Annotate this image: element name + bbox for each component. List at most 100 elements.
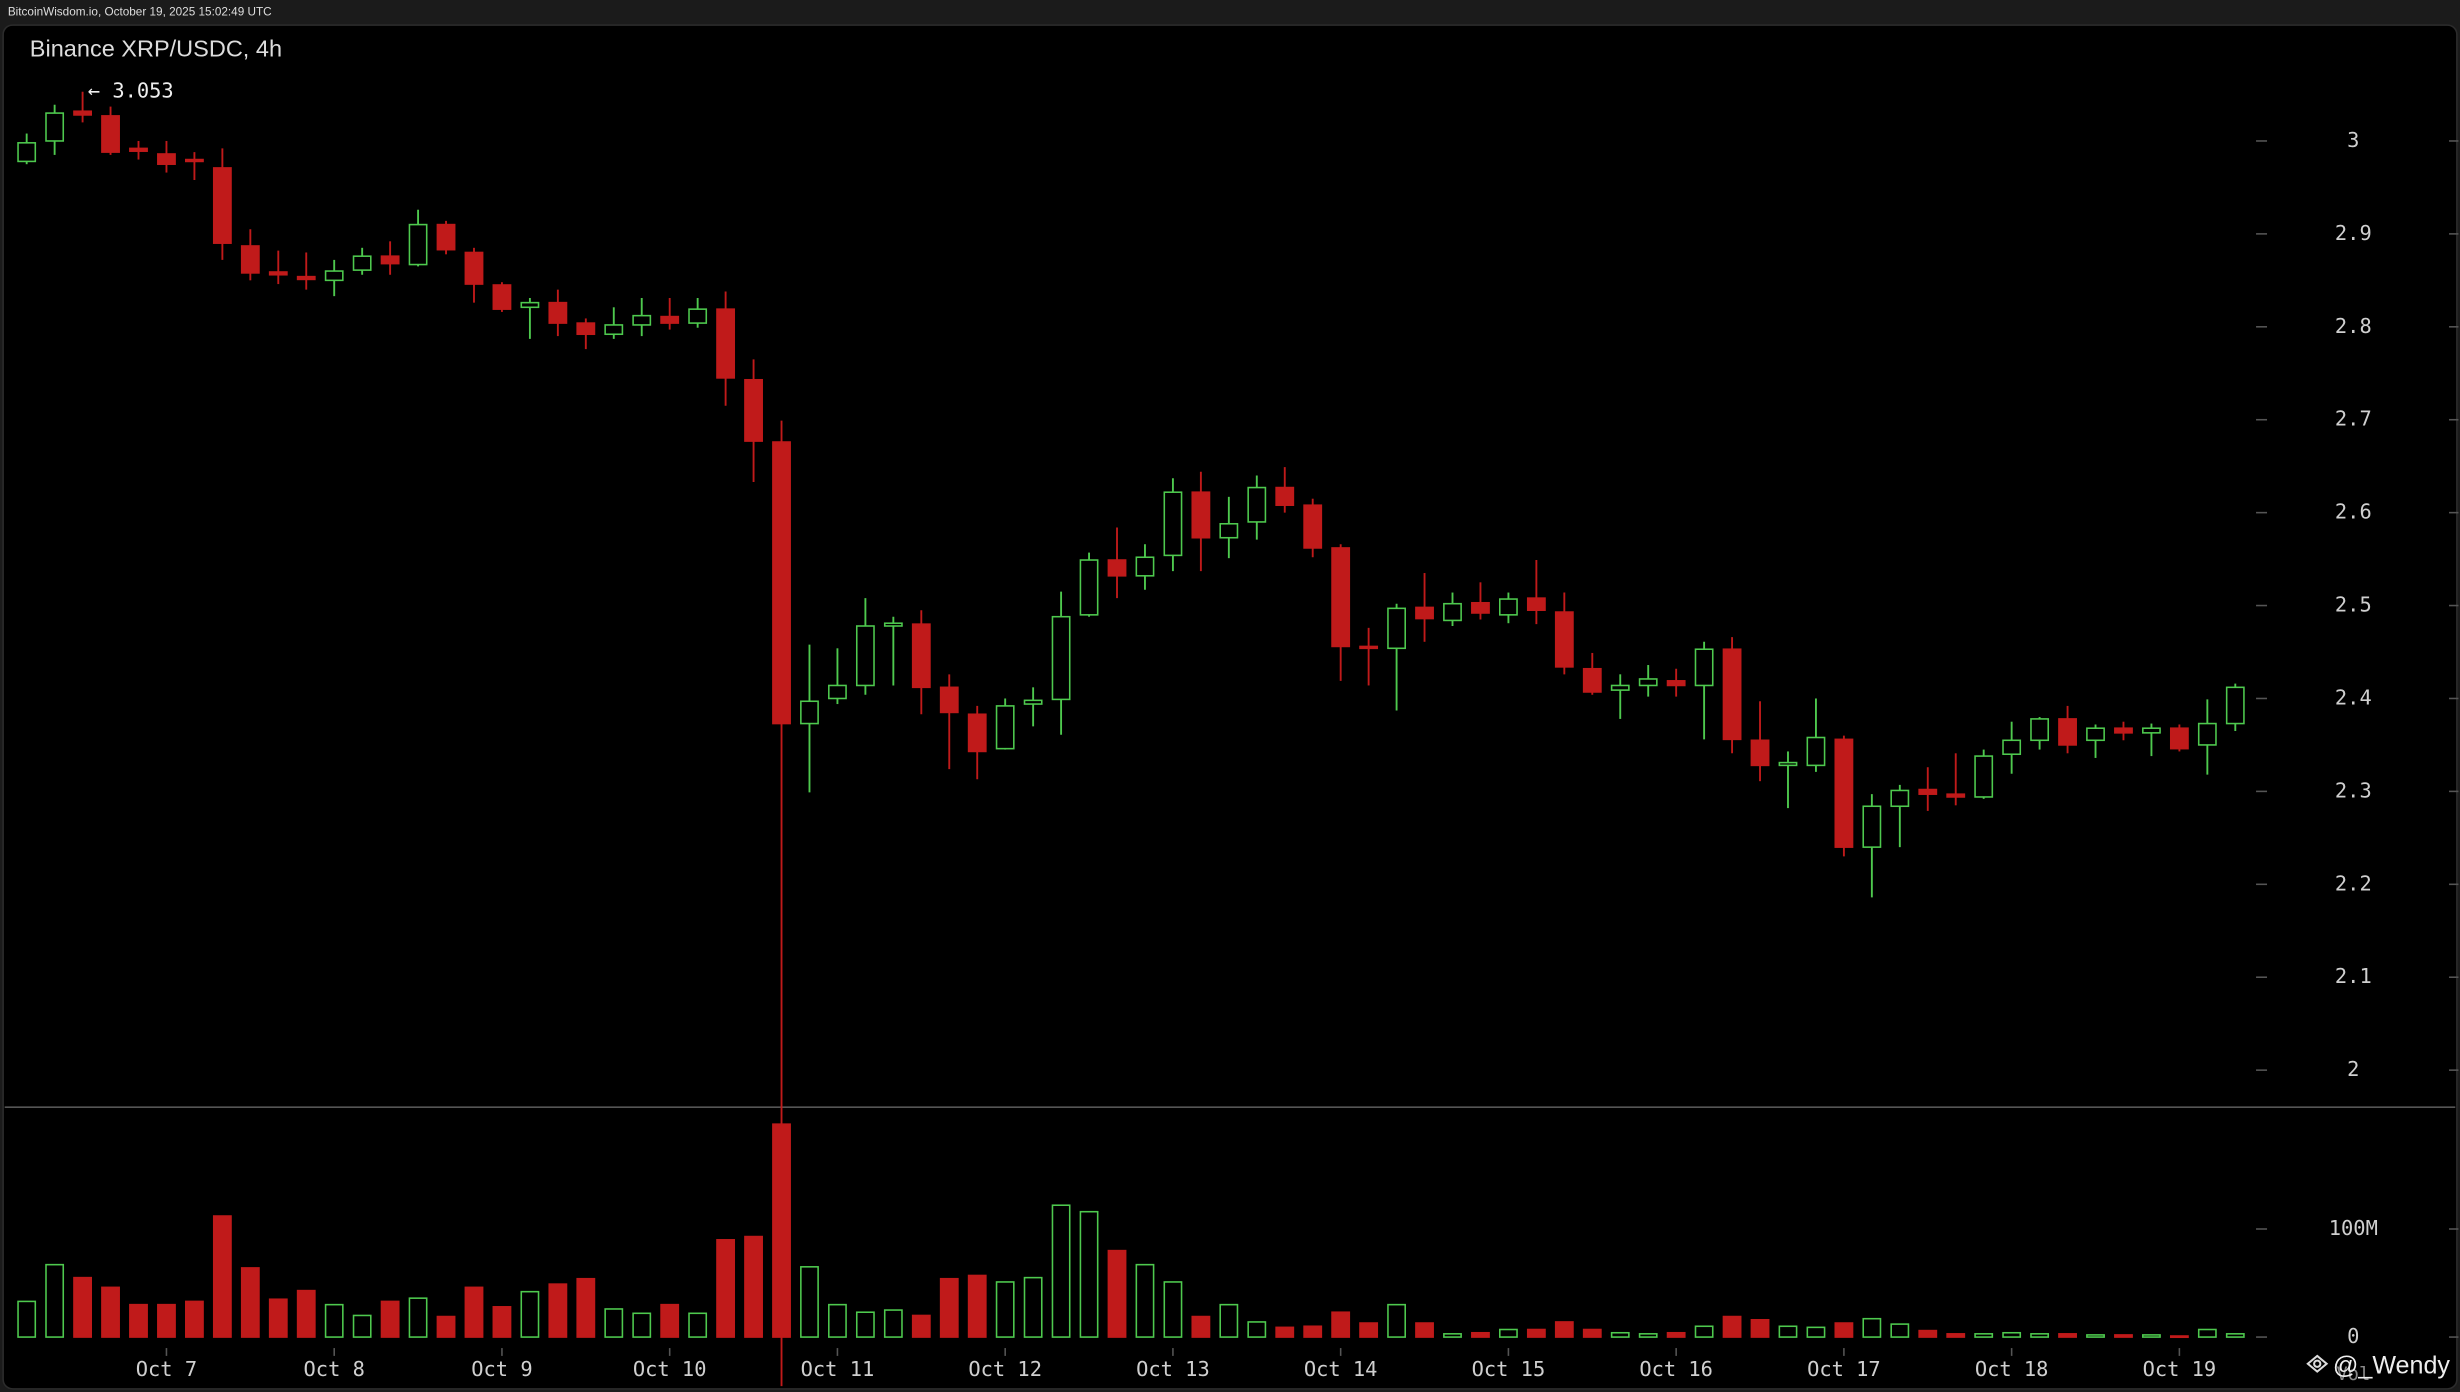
candle-body	[911, 623, 931, 689]
candle-body	[185, 158, 204, 163]
candle-body	[1219, 523, 1239, 539]
volume-bar	[1023, 1276, 1043, 1338]
volume-bar	[185, 1300, 204, 1338]
volume-bar	[855, 1311, 875, 1338]
candle-body	[1498, 598, 1518, 616]
volume-bar	[939, 1277, 959, 1338]
candle-body	[1135, 556, 1155, 577]
candle-body	[855, 625, 875, 687]
candle-body	[1750, 739, 1770, 767]
x-tick-label: Oct 12	[968, 1357, 1042, 1381]
candle-body	[1191, 491, 1211, 539]
candle-body	[73, 110, 92, 116]
x-tick-label: Oct 10	[633, 1357, 707, 1381]
volume-bar	[688, 1312, 708, 1338]
volume-bar	[911, 1314, 931, 1338]
volume-bar	[129, 1303, 148, 1338]
volume-bar	[828, 1303, 847, 1338]
volume-bar	[1778, 1325, 1798, 1338]
volume-bar	[548, 1283, 568, 1338]
candle-body	[2169, 727, 2189, 750]
y-tick-label: 2.1	[2335, 964, 2372, 988]
candle-body	[101, 115, 120, 153]
candle-body	[688, 308, 708, 324]
candle-body	[436, 223, 456, 251]
volume-bar	[520, 1290, 540, 1338]
candle-body	[2114, 727, 2133, 734]
x-tick-label: Oct 17	[1807, 1357, 1881, 1381]
candle-body	[1806, 736, 1826, 767]
chart-panel	[2, 24, 2458, 1390]
candle-body	[995, 705, 1015, 750]
x-tick-label: Oct 11	[801, 1357, 875, 1381]
volume-bar	[1610, 1331, 1630, 1338]
volume-bar	[101, 1286, 120, 1338]
y2-tick-label: 0	[2347, 1324, 2359, 1348]
header: BitcoinWisdom.io, October 19, 2025 15:02…	[8, 6, 272, 19]
volume-bar	[1079, 1210, 1099, 1338]
candle-body	[1918, 788, 1938, 795]
volume-bar	[157, 1303, 176, 1338]
volume-bar	[883, 1309, 903, 1338]
candle-body	[772, 441, 791, 725]
volume-bar	[2169, 1335, 2189, 1339]
candle-body	[1778, 761, 1798, 767]
y2-tick-label: 100M	[2329, 1216, 2378, 1240]
volume-bar	[436, 1315, 456, 1338]
x-tick-label: Oct 7	[136, 1357, 197, 1381]
volume-bar	[2086, 1334, 2105, 1338]
candle-body	[2086, 727, 2105, 742]
candle-body	[45, 112, 65, 142]
candle-body	[2030, 718, 2050, 742]
volume-bar	[995, 1281, 1015, 1338]
candle-body	[800, 700, 819, 725]
watermark-icon	[2306, 1354, 2329, 1373]
volume-bar	[17, 1300, 37, 1338]
y-tick-label: 2	[2347, 1057, 2359, 1081]
volume-bar	[1051, 1204, 1071, 1338]
y-tick-label: 2.5	[2335, 593, 2372, 617]
candle-body	[1471, 601, 1490, 614]
x-tick-label: Oct 16	[1639, 1357, 1713, 1381]
volume-bar	[1387, 1303, 1406, 1338]
candle-body	[1023, 699, 1043, 705]
candle-body	[352, 255, 372, 271]
candle-body	[1051, 615, 1071, 701]
volume-bar	[240, 1267, 260, 1338]
candle-body	[1387, 607, 1406, 650]
x-tick-label: Oct 9	[471, 1357, 532, 1381]
volume-bar	[45, 1263, 65, 1338]
candle-body	[296, 275, 316, 281]
candle-body	[129, 147, 148, 152]
volume-bar	[2197, 1328, 2217, 1338]
volume-bar	[1750, 1318, 1770, 1338]
volume-label: Vol	[2336, 1364, 2370, 1385]
volume-bar	[1191, 1315, 1211, 1338]
candle-body	[883, 622, 903, 627]
volume-bar	[1219, 1303, 1239, 1338]
volume-bar	[1722, 1315, 1742, 1338]
volume-bar	[1135, 1263, 1155, 1338]
volume-bar	[268, 1298, 288, 1338]
candle-body	[632, 314, 652, 326]
y-tick-label: 2.3	[2335, 778, 2372, 802]
candle-body	[212, 167, 232, 244]
x-tick-label: Oct 14	[1304, 1357, 1378, 1381]
y-tick-label: 3	[2347, 128, 2359, 152]
candle-body	[1666, 680, 1686, 687]
candle-body	[1163, 491, 1183, 557]
candle-body	[1722, 648, 1742, 741]
candle-body	[268, 271, 288, 276]
candle-body	[548, 301, 568, 324]
volume-bar	[1834, 1322, 1854, 1338]
volume-bar	[1526, 1328, 1546, 1338]
volume-bar	[464, 1286, 484, 1338]
volume-bar	[576, 1277, 596, 1338]
volume-bar	[1107, 1249, 1127, 1338]
candle-body	[744, 378, 763, 442]
candle-body	[2002, 739, 2022, 756]
candle-body	[1946, 793, 1966, 798]
volume-bar	[2225, 1333, 2245, 1338]
